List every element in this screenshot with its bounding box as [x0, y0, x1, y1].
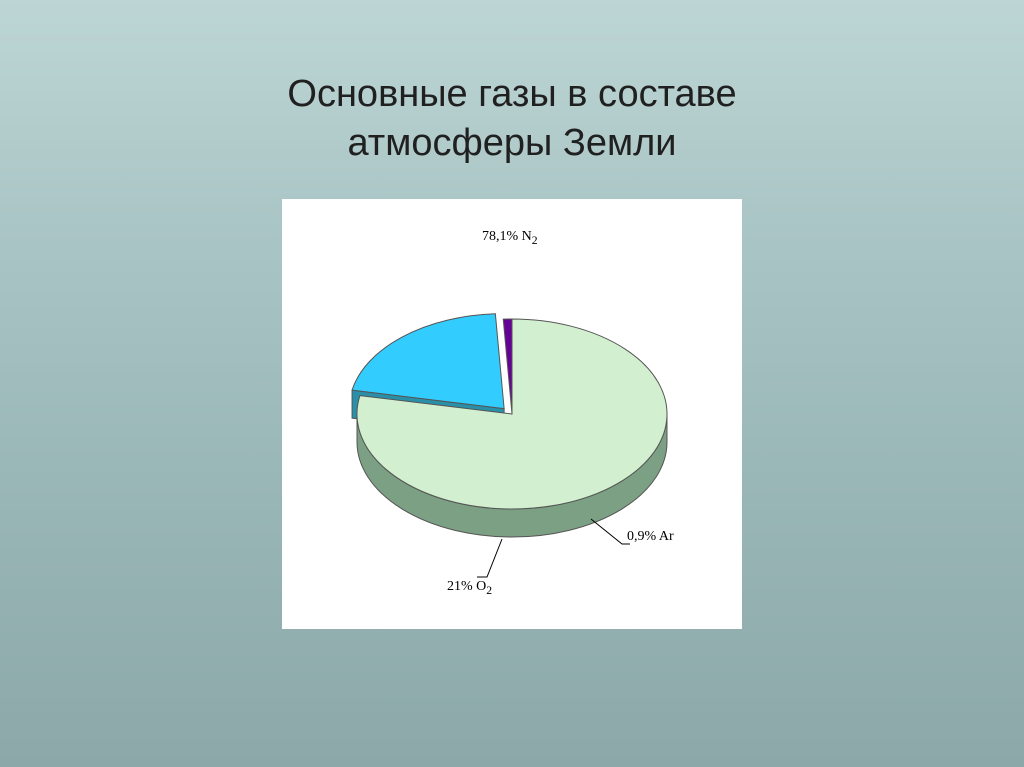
- slice-label-o2: 21% O2: [447, 579, 492, 597]
- pie-chart-container: 78,1% N2 21% O2 0,9% Ar: [282, 199, 742, 629]
- title-line-2: атмосферы Земли: [348, 122, 677, 164]
- pie-chart: [282, 199, 742, 629]
- title-line-1: Основные газы в составе: [287, 73, 736, 115]
- chart-title: Основные газы в составе атмосферы Земли: [287, 70, 736, 169]
- slice-label-n2: 78,1% N2: [482, 229, 538, 247]
- slice-label-ar: 0,9% Ar: [627, 529, 674, 545]
